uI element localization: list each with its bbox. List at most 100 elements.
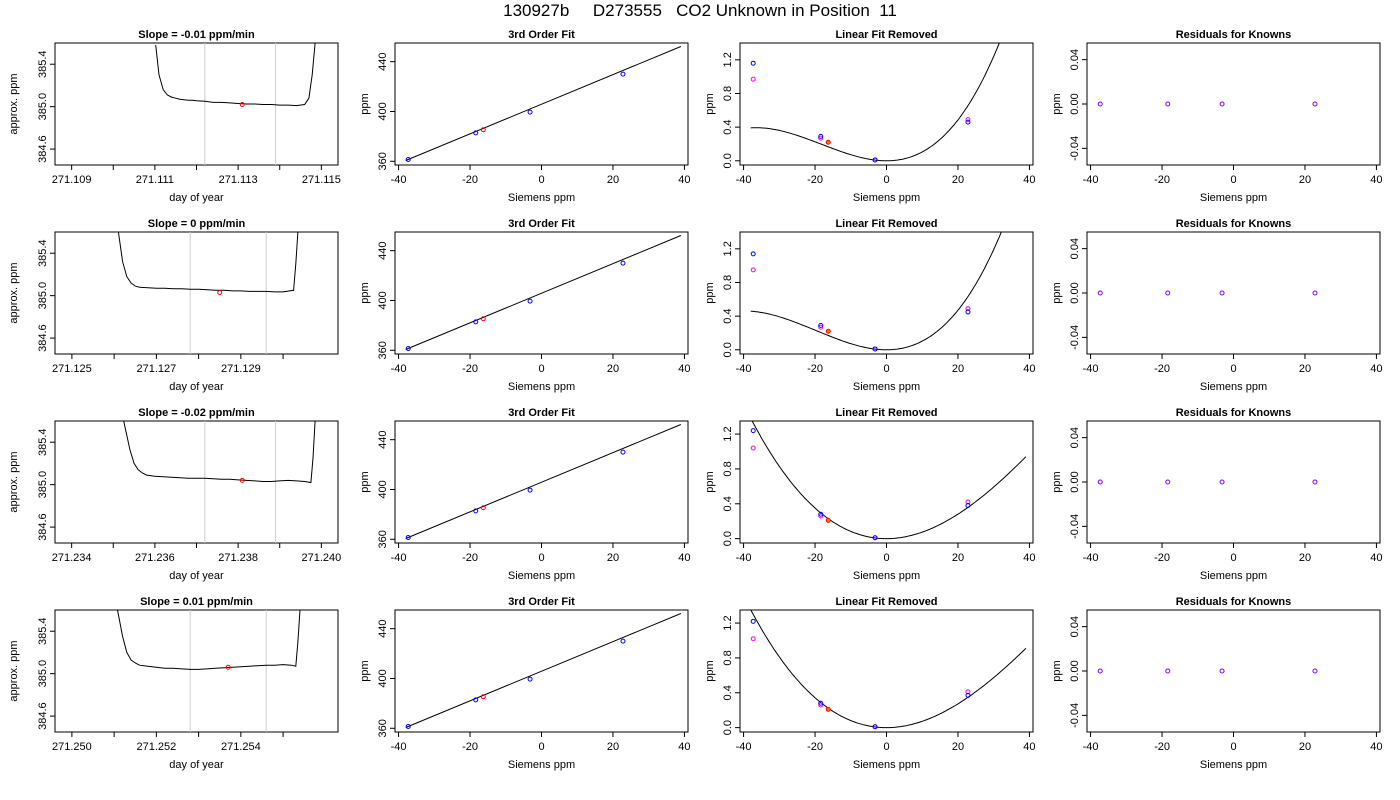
x-tick-label: 0 — [1230, 174, 1236, 186]
known-point — [818, 322, 824, 328]
x-axis-label: Siemens ppm — [853, 570, 920, 582]
y-tick-label: 0.00 — [1069, 471, 1081, 492]
x-tick-label: -40 — [736, 552, 752, 564]
known-point — [527, 487, 533, 493]
known-point — [872, 724, 878, 730]
data-area — [123, 421, 316, 543]
known-point — [750, 618, 756, 624]
known-point-alt — [818, 135, 824, 141]
unknown-point — [480, 505, 486, 511]
y-tick-label: 385.4 — [37, 50, 49, 78]
data-area — [405, 424, 682, 541]
x-tick-label: 0 — [883, 363, 889, 375]
residual-point — [1097, 668, 1103, 674]
y-axis-label: ppm — [359, 471, 371, 492]
x-tick-label: -20 — [807, 741, 823, 753]
y-tick-label: 400 — [377, 102, 389, 120]
data-area — [750, 232, 1002, 352]
panel-line-row-3: Slope = 0.01 ppm/min 271.250 271.252 271.25… — [8, 596, 339, 771]
unknown-point — [239, 102, 245, 108]
x-tick-label: 40 — [1023, 174, 1035, 186]
residual-point — [1312, 479, 1318, 485]
x-tick-label: 271.234 — [52, 552, 92, 564]
y-tick-label: 0.8 — [722, 275, 734, 290]
x-tick-label: -40 — [391, 741, 407, 753]
x-tick-label: -40 — [1083, 741, 1099, 753]
x-tick-label: 271.238 — [218, 552, 258, 564]
y-tick-label: 0.04 — [1069, 49, 1081, 70]
y-tick-label: 0.4 — [722, 685, 734, 700]
known-point — [473, 319, 479, 325]
x-tick-label: 40 — [1370, 174, 1382, 186]
x-tick-label: -40 — [391, 552, 407, 564]
x-tick-label: 40 — [1370, 741, 1382, 753]
y-tick-label: 1.2 — [722, 52, 734, 67]
unknown-point — [825, 139, 831, 145]
panel-resid-row-0: Residuals for Knowns -40 -20 0 20 40 -0.04 0.00… — [1051, 29, 1383, 204]
y-tick-label: 0.04 — [1069, 427, 1081, 448]
known-point — [750, 60, 756, 66]
x-tick-label: 0 — [538, 741, 544, 753]
x-tick-label: 271.254 — [221, 741, 261, 753]
panel-fit-row-3: 3rd Order Fit -40 -20 0 20 40 360 400 440 Siemens… — [359, 596, 691, 771]
y-tick-label: 440 — [377, 430, 389, 448]
x-axis-label: Siemens ppm — [853, 759, 920, 771]
y-axis-label: ppm — [359, 660, 371, 681]
known-point — [620, 71, 626, 77]
y-tick-label: 400 — [377, 291, 389, 309]
y-tick-label: 360 — [377, 719, 389, 737]
known-point-alt — [818, 702, 824, 708]
data-area — [1097, 668, 1318, 674]
x-tick-label: 271.111 — [136, 174, 174, 186]
x-axis-label: day of year — [169, 381, 224, 393]
x-tick-label: 0 — [883, 741, 889, 753]
y-tick-label: 1.2 — [722, 241, 734, 256]
known-point — [527, 676, 533, 682]
panel-title: Residuals for Knowns — [1176, 29, 1292, 41]
x-tick-label: 40 — [1023, 363, 1035, 375]
plot-frame — [739, 420, 1034, 544]
data-area — [405, 46, 682, 163]
unknown-point — [480, 316, 486, 322]
y-tick-label: 384.6 — [37, 513, 49, 541]
data-area — [155, 43, 316, 165]
panel-resid_lin-row-3: Linear Fit Removed -40 -20 0 20 40 0.0 0.4 0.8 1.… — [704, 596, 1036, 771]
x-tick-label: 20 — [607, 552, 619, 564]
y-axis-label: ppm — [1051, 471, 1063, 492]
x-tick-label: 20 — [1299, 741, 1311, 753]
residual-point — [1097, 101, 1103, 107]
y-axis-label: approx. ppm — [8, 640, 20, 701]
data-area — [1097, 290, 1318, 296]
y-axis-label: ppm — [1051, 282, 1063, 303]
x-tick-label: 271.236 — [135, 552, 175, 564]
residual-point — [1165, 101, 1171, 107]
panel-title: Linear Fit Removed — [835, 218, 937, 230]
y-tick-label: 440 — [377, 619, 389, 637]
known-point — [473, 508, 479, 514]
y-tick-label: 0.4 — [722, 496, 734, 511]
x-tick-label: -20 — [462, 363, 478, 375]
y-tick-label: 385.4 — [37, 617, 49, 645]
known-point-alt — [750, 267, 756, 273]
x-tick-label: 20 — [952, 174, 964, 186]
y-axis-label: ppm — [359, 93, 371, 114]
y-tick-label: 1.2 — [722, 426, 734, 441]
y-tick-label: -0.04 — [1069, 325, 1081, 350]
x-tick-label: 0 — [1230, 363, 1236, 375]
y-axis-label: ppm — [359, 282, 371, 303]
x-tick-label: 20 — [1299, 174, 1311, 186]
residual-point — [1219, 479, 1225, 485]
x-tick-label: 271.129 — [221, 363, 261, 375]
known-point — [620, 449, 626, 455]
y-tick-label: 0.0 — [722, 531, 734, 546]
x-tick-label: 271.109 — [52, 174, 92, 186]
plot-frame — [739, 42, 1034, 166]
known-point — [965, 309, 971, 315]
panel-line-row-2: Slope = -0.02 ppm/min 271.234 271.236 271.2… — [8, 407, 341, 582]
y-tick-label: 0.8 — [722, 86, 734, 101]
y-tick-label: 0.04 — [1069, 616, 1081, 637]
x-axis-label: Siemens ppm — [508, 570, 575, 582]
x-tick-label: 40 — [1370, 363, 1382, 375]
x-tick-label: 0 — [883, 174, 889, 186]
residual-point — [1219, 101, 1225, 107]
